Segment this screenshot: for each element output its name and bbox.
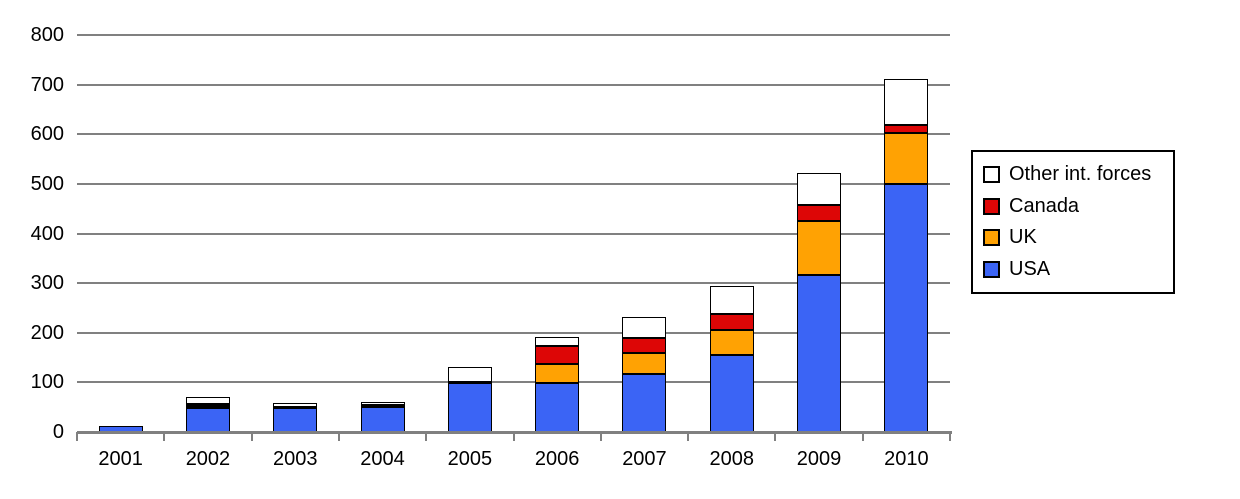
bar-segment-2004-usa [360, 406, 405, 432]
legend-swatch-canada [983, 197, 1000, 215]
bar-segment-2010-usa [884, 184, 929, 432]
gridline-700 [77, 83, 950, 86]
x-axis-tick [861, 432, 864, 441]
bar-segment-2003-canada [273, 407, 318, 410]
y-tick-label-300: 300 [30, 272, 64, 295]
x-tick-label-2004: 2004 [360, 448, 405, 470]
bar-segment-2007-other-int-forces [622, 316, 667, 339]
y-tick-label-0: 0 [52, 421, 64, 443]
bar-segment-2006-other-int-forces [535, 337, 580, 347]
y-tick-label-200: 200 [30, 321, 64, 344]
x-axis-tick [599, 432, 602, 441]
bar-segment-2004-other-int-forces [360, 402, 405, 406]
gridline-100 [77, 381, 950, 384]
legend-item-uk: UK [983, 226, 1163, 249]
legend-swatch-uk [983, 229, 1000, 247]
gridline-800 [77, 34, 950, 36]
x-tick-label-2008: 2008 [709, 448, 754, 470]
x-axis-tick [250, 432, 253, 441]
x-tick-label-2005: 2005 [447, 448, 493, 470]
legend-item-canada: Canada [983, 195, 1163, 218]
y-tick-label-100: 100 [30, 371, 64, 394]
x-tick-label-2007: 2007 [622, 448, 667, 470]
x-tick-label-2010: 2010 [884, 448, 929, 470]
bar-segment-2004-canada [360, 405, 405, 408]
bar-segment-2008-usa [709, 355, 754, 432]
bar-segment-2009-canada [797, 205, 842, 222]
legend-item-usa: USA [983, 258, 1163, 281]
bar-segment-2003-other-int-forces [273, 403, 318, 408]
legend-items: Other int. forces Canada UK USA [973, 152, 1173, 292]
legend-label: Other int. forces [1009, 162, 1152, 185]
x-axis-tick [76, 432, 78, 441]
bar-segment-2008-canada [709, 313, 754, 330]
bar-segment-2003-usa [273, 408, 318, 432]
x-axis-tick [337, 432, 340, 441]
bar-segment-2007-uk [622, 353, 667, 374]
x-axis-tick [425, 432, 428, 441]
gridline-600 [77, 133, 950, 136]
bar-segment-2010-other-int-forces [884, 79, 929, 126]
bar-segment-2002-usa [185, 407, 230, 432]
x-axis-tick [774, 432, 777, 441]
x-tick-label-2001: 2001 [98, 448, 143, 470]
legend-item-other-int-forces: Other int. forces [983, 163, 1163, 186]
x-tick-label-2003: 2003 [272, 448, 318, 470]
bar-segment-2002-other-int-forces [185, 397, 230, 405]
y-tick-label-600: 600 [30, 123, 64, 146]
legend-label: USA [1009, 258, 1051, 281]
legend: Other int. forces Canada UK USA [971, 150, 1175, 294]
x-tick-label-2006: 2006 [534, 448, 580, 470]
bar-segment-2006-usa [535, 383, 580, 432]
bar-segment-2008-other-int-forces [709, 285, 754, 314]
legend-label: UK [1009, 226, 1037, 249]
legend-swatch-usa [983, 261, 1000, 279]
x-axis-tick [163, 432, 166, 441]
bar-segment-2005-canada [447, 381, 492, 384]
bar-segment-2009-other-int-forces [797, 173, 842, 206]
x-axis-tick [512, 432, 515, 441]
bar-segment-2005-usa [447, 382, 492, 432]
y-tick-label-700: 700 [30, 73, 64, 96]
y-tick-label-500: 500 [30, 172, 64, 195]
bar-segment-2002-canada [185, 404, 230, 407]
bar-segment-2006-uk [535, 364, 580, 384]
gridline-300 [77, 282, 950, 285]
y-tick-label-800: 800 [30, 24, 64, 46]
bar-segment-2010-uk [884, 133, 929, 185]
x-axis-tick [949, 432, 951, 441]
bar-segment-2008-uk [709, 329, 754, 356]
legend-label: Canada [1009, 194, 1080, 217]
x-tick-label-2009: 2009 [796, 448, 842, 470]
bar-segment-2006-canada [535, 346, 580, 364]
bar-segment-2005-other-int-forces [447, 366, 492, 382]
bar-segment-2007-usa [622, 373, 667, 432]
x-axis-tick [687, 432, 690, 441]
gridline-200 [77, 331, 950, 334]
gridline-400 [77, 232, 950, 235]
gridline-500 [77, 182, 950, 185]
bar-segment-2002-uk [185, 406, 230, 409]
x-tick-label-2002: 2002 [185, 448, 231, 470]
bar-segment-2007-canada [622, 338, 667, 354]
bar-segment-2009-usa [797, 274, 842, 432]
bar-segment-2010-canada [884, 125, 929, 134]
y-tick-label-400: 400 [30, 222, 64, 245]
bar-segment-2009-uk [797, 221, 842, 275]
x-axis-line [77, 431, 952, 434]
legend-swatch-other-int-forces [983, 165, 1000, 183]
